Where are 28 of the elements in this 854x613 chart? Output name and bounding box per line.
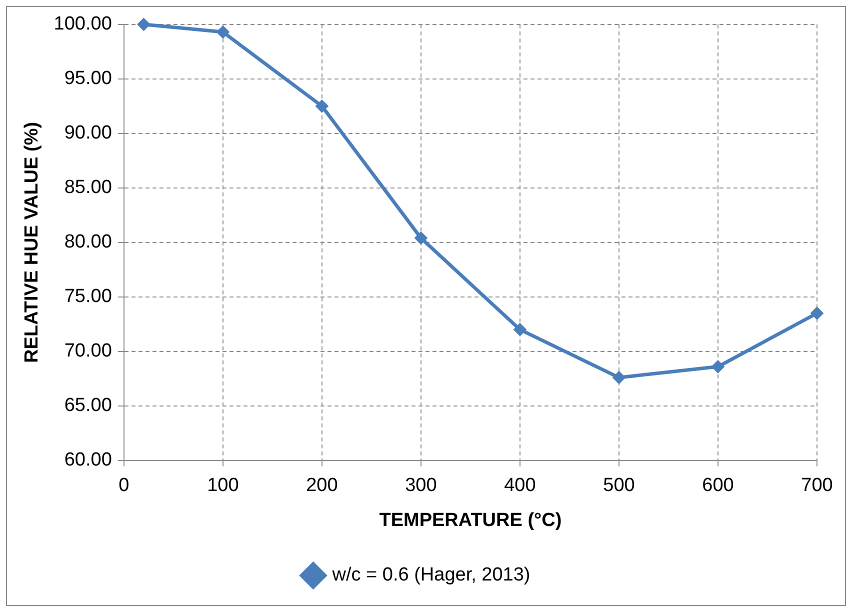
y-tick-label: 85.00 xyxy=(64,177,112,198)
x-tick-label: 600 xyxy=(702,475,734,496)
y-axis-title: RELATIVE HUE VALUE (%) xyxy=(22,122,43,363)
y-tick-label: 70.00 xyxy=(64,340,112,362)
point xyxy=(612,371,626,384)
x-tick-label: 300 xyxy=(405,475,437,496)
y-tick-label: 80.00 xyxy=(64,232,112,253)
x-tick-label: 700 xyxy=(801,475,833,496)
y-tick-label: 100.00 xyxy=(54,14,112,35)
point xyxy=(711,360,724,374)
y-tick-label: 60.00 xyxy=(64,450,112,471)
legend-label: w/c = 0.6 (Hager, 2013) xyxy=(331,564,530,586)
point xyxy=(810,306,824,320)
point xyxy=(315,100,328,113)
x-tick-label: 0 xyxy=(118,475,130,496)
y-tick-label: 90.00 xyxy=(64,122,112,144)
x-axis-title: TEMPERATURE (°C) xyxy=(379,510,562,531)
point xyxy=(513,323,526,336)
y-tick-label: 95.00 xyxy=(64,68,112,90)
point xyxy=(216,26,230,39)
x-tick-label: 200 xyxy=(306,475,338,496)
y-tick-label: 75.00 xyxy=(64,286,112,308)
y-tick-label: 65.00 xyxy=(64,395,112,416)
x-tick-label: 400 xyxy=(504,475,536,496)
point xyxy=(414,232,428,245)
x-tick-label: 100 xyxy=(207,475,239,496)
point xyxy=(137,18,150,31)
x-tick-label: 500 xyxy=(603,475,635,496)
